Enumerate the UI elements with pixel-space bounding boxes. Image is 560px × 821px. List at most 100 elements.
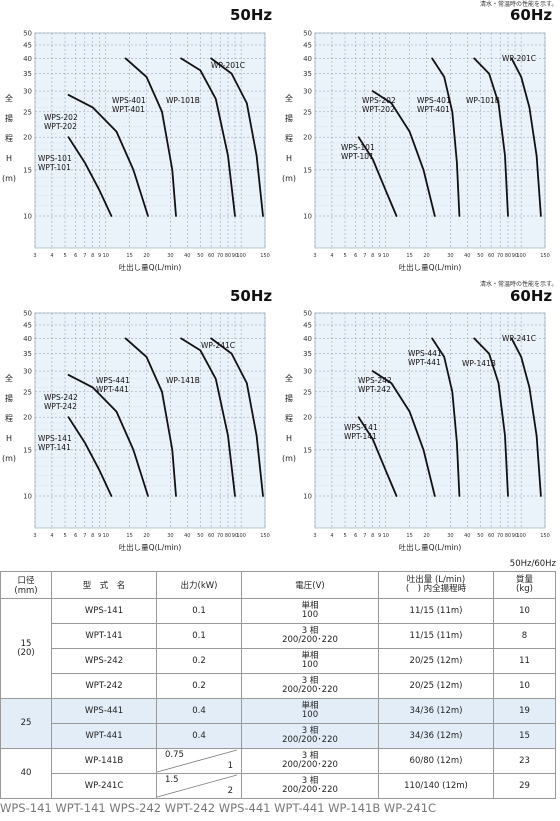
y-axis-title-char: (m) — [2, 174, 16, 183]
series-line — [180, 57, 236, 217]
series-label: WPS-441 — [96, 376, 130, 385]
x-tick-label: 50 — [197, 533, 203, 539]
series-line — [357, 136, 398, 217]
x-axis-title: 吐出し量Q(L/min) — [399, 542, 462, 552]
header-bore: 口径 (mm) — [0, 571, 52, 599]
output-value-50hz: 0.75 — [165, 750, 184, 760]
series-label: WPS-101 — [341, 143, 375, 152]
chart-panel-4: 清水・常温時の性能を示す。 60Hz 3 4 5 6 7 8 9 10 15 20 30 40 50 60… — [280, 280, 560, 565]
chart-title: 50Hz — [230, 287, 273, 305]
y-tick-label: 30 — [23, 368, 32, 376]
x-tick-label: 3 — [33, 533, 36, 539]
model-cell: WP-241C — [51, 773, 157, 799]
series-label: WP-241C — [502, 334, 536, 343]
x-tick-label: 50 — [197, 253, 203, 259]
x-tick-label: 9 — [98, 253, 101, 259]
performance-note: 清水・常温時の性能を示す。 — [480, 281, 558, 288]
mass-cell: 10 — [493, 673, 556, 699]
x-tick-label: 70 — [217, 253, 223, 259]
x-tick-label: 5 — [343, 533, 346, 539]
voltage-cell: 3 相 200/200･220 — [241, 673, 379, 699]
y-tick-label: 35 — [303, 70, 312, 78]
model-list-caption: WPS-141 WPT-141 WPS-242 WPT-242 WPS-441 … — [0, 801, 437, 815]
x-tick-label: 60 — [208, 533, 214, 539]
performance-note: 清水・常温時の性能を示す。 — [480, 1, 558, 8]
model-cell: WPS-141 — [51, 598, 157, 624]
model-cell: WPT-141 — [51, 623, 157, 649]
chart-panel-2: 清水・常温時の性能を示す。 60Hz 3 4 5 6 7 8 9 10 15 20 30 40 50 60… — [280, 0, 560, 285]
discharge-cell: 34/36 (12m) — [378, 723, 494, 749]
x-tick-label: 20 — [143, 253, 149, 259]
x-tick-label: 10 — [103, 533, 109, 539]
x-tick-label: 5 — [63, 253, 66, 259]
x-tick-label: 150 — [540, 253, 550, 259]
y-tick-label: 45 — [23, 41, 32, 49]
discharge-cell: 20/25 (12m) — [378, 673, 494, 699]
y-axis-title-char: H — [6, 154, 12, 163]
x-tick-label: 80 — [225, 253, 231, 259]
x-tick-label: 9 — [378, 253, 381, 259]
y-axis-title-char: (m) — [282, 454, 296, 463]
series-label: WP-101B — [166, 96, 200, 105]
x-tick-label: 15 — [126, 533, 132, 539]
y-tick-label: 20 — [303, 414, 312, 422]
x-tick-label: 90 — [232, 533, 238, 539]
x-tick-label: 15 — [406, 533, 412, 539]
series-label: WPS-242 — [358, 376, 392, 385]
series-label: WPS-202 — [362, 96, 396, 105]
series-label: WP-201C — [502, 54, 536, 63]
table-row: WPT-141 0.1 3 相 200/200･220 11/15 (11m) … — [1, 623, 556, 649]
discharge-cell: 20/25 (12m) — [378, 648, 494, 674]
bore-cell: 40 — [0, 748, 52, 799]
model-cell: WPT-441 — [51, 723, 157, 749]
series-line — [371, 90, 436, 217]
series-label: WPS-441 — [408, 349, 442, 358]
series-label: WPS-141 — [344, 423, 378, 432]
x-tick-label: 6 — [74, 253, 77, 259]
y-axis-title-char: 揚 — [285, 113, 293, 123]
y-tick-label: 20 — [23, 414, 32, 422]
output-value-50hz: 1.5 — [165, 775, 179, 785]
table-row: WPT-242 0.2 3 相 200/200･220 20/25 (12m) … — [1, 673, 556, 699]
series-label: WPT-141 — [38, 443, 71, 452]
x-tick-label: 60 — [488, 253, 494, 259]
x-tick-label: 7 — [83, 533, 86, 539]
frequency-label: 50Hz/60Hz — [509, 559, 556, 569]
series-label: WPT-401 — [417, 105, 450, 114]
voltage-cell: 3 相 200/200･220 — [241, 748, 379, 774]
y-tick-label: 50 — [23, 310, 32, 318]
output-cell: 1.5 2 — [156, 773, 242, 799]
plot-area — [314, 312, 546, 529]
x-tick-label: 10 — [383, 253, 389, 259]
output-value-60hz: 2 — [227, 786, 233, 797]
y-tick-label: 35 — [303, 350, 312, 358]
x-tick-label: 20 — [423, 533, 429, 539]
series-line — [473, 337, 509, 497]
header-discharge: 吐出量 (L/min) ( ) 内全揚程時 — [378, 571, 494, 599]
mass-cell: 15 — [493, 723, 556, 749]
voltage-cell: 3 相 200/200･220 — [241, 623, 379, 649]
y-axis-title-char: 程 — [285, 134, 293, 143]
y-tick-label: 20 — [23, 134, 32, 142]
x-tick-label: 70 — [497, 533, 503, 539]
y-tick-label: 40 — [23, 55, 32, 63]
series-label: WPT-202 — [362, 105, 395, 114]
y-axis-title-char: 全 — [285, 93, 293, 103]
output-cell: 0.1 — [156, 598, 242, 624]
y-axis-title-char: H — [286, 154, 292, 163]
y-tick-label: 40 — [303, 55, 312, 63]
x-tick-label: 100 — [516, 533, 526, 539]
x-axis-title: 吐出し量Q(L/min) — [119, 262, 182, 272]
x-axis-title: 吐出し量Q(L/min) — [119, 542, 182, 552]
series-line — [431, 57, 461, 217]
voltage-cell: 単相 100 — [241, 698, 379, 724]
series-label: WP-141B — [166, 376, 200, 385]
output-cell: 0.1 — [156, 623, 242, 649]
x-tick-label: 50 — [477, 533, 483, 539]
bore-cell: 15 (20) — [0, 598, 52, 699]
x-tick-label: 60 — [208, 253, 214, 259]
header-mass: 質量 (kg) — [493, 571, 556, 599]
series-label: WP-201C — [211, 61, 245, 70]
